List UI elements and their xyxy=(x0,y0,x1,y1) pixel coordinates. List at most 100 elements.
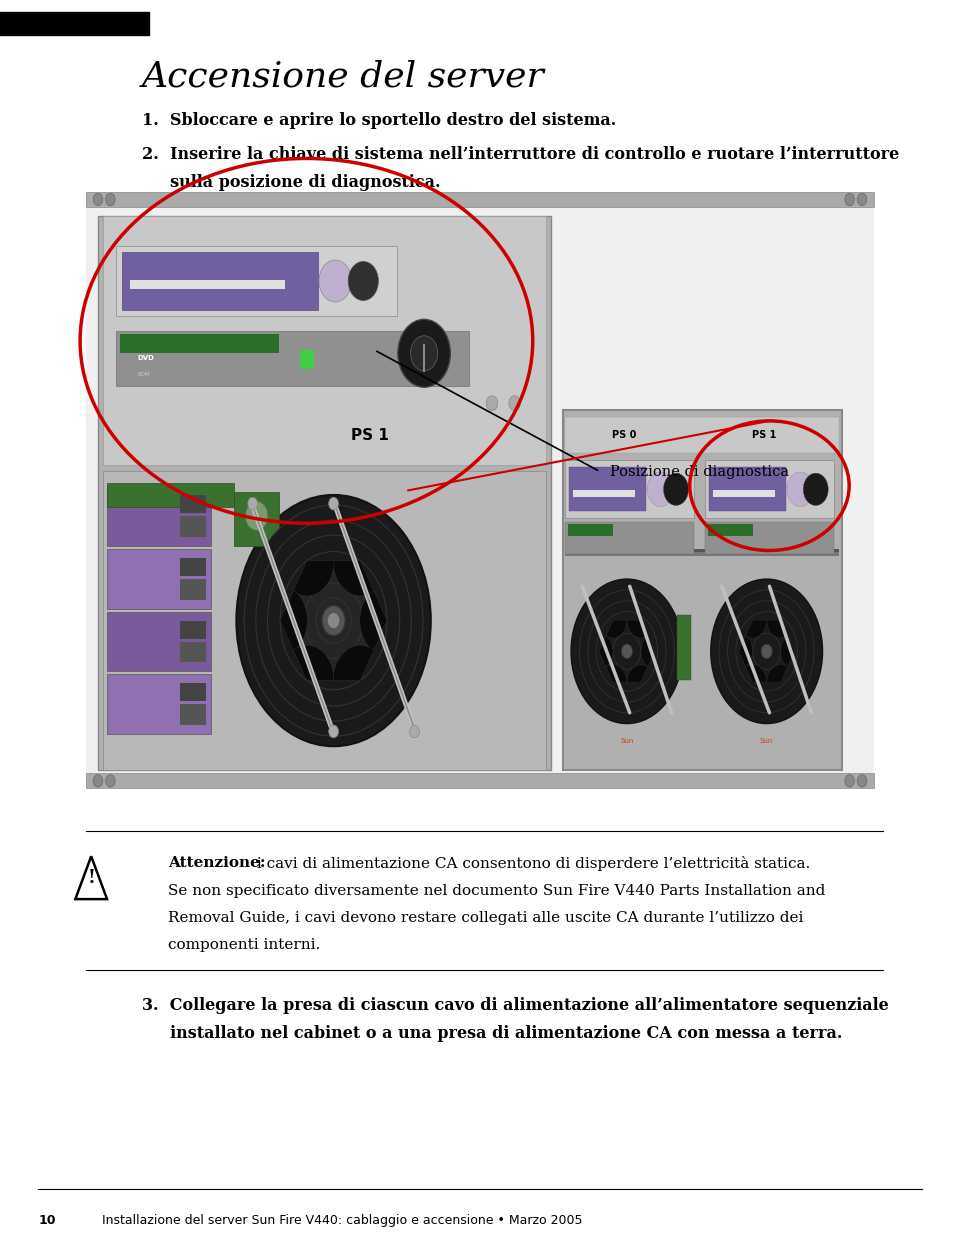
Bar xyxy=(565,549,839,555)
Circle shape xyxy=(280,551,387,690)
Bar xyxy=(706,460,833,517)
Bar xyxy=(708,524,753,536)
Bar xyxy=(180,516,206,537)
Wedge shape xyxy=(606,665,627,683)
Bar xyxy=(569,468,646,511)
Bar xyxy=(677,616,691,680)
Text: Removal Guide, i cavi devono restare collegati alle uscite CA durante l’utilizzo: Removal Guide, i cavi devono restare col… xyxy=(168,911,804,925)
Bar xyxy=(565,552,839,556)
Bar xyxy=(108,486,211,546)
Text: componenti interni.: componenti interni. xyxy=(168,938,321,952)
Bar xyxy=(86,773,874,788)
Bar xyxy=(86,192,874,788)
Circle shape xyxy=(710,580,823,724)
Text: PS 1: PS 1 xyxy=(350,428,389,443)
Bar xyxy=(108,483,234,506)
Text: ROM: ROM xyxy=(137,372,150,377)
Text: 1.  Sbloccare e aprire lo sportello destro del sistema.: 1. Sbloccare e aprire lo sportello destr… xyxy=(142,112,616,129)
Circle shape xyxy=(327,613,340,628)
Bar xyxy=(300,350,314,370)
Circle shape xyxy=(753,633,780,669)
Wedge shape xyxy=(641,635,655,666)
Circle shape xyxy=(304,583,363,658)
Circle shape xyxy=(719,589,814,712)
Bar xyxy=(180,578,206,599)
Circle shape xyxy=(787,472,814,506)
Bar xyxy=(573,490,635,498)
Circle shape xyxy=(509,396,520,411)
Wedge shape xyxy=(746,665,767,683)
Circle shape xyxy=(580,589,675,712)
Bar xyxy=(98,216,551,771)
Circle shape xyxy=(647,472,674,506)
Circle shape xyxy=(744,623,789,680)
Bar xyxy=(0,12,149,35)
Bar xyxy=(108,549,211,608)
Circle shape xyxy=(246,501,268,530)
Wedge shape xyxy=(360,591,387,652)
Circle shape xyxy=(244,505,423,736)
Bar xyxy=(563,410,842,771)
Bar xyxy=(180,495,206,513)
Circle shape xyxy=(487,396,498,411)
Wedge shape xyxy=(780,635,795,666)
Circle shape xyxy=(93,774,103,787)
Circle shape xyxy=(348,262,378,300)
Wedge shape xyxy=(767,665,787,683)
Circle shape xyxy=(293,568,374,674)
Circle shape xyxy=(736,612,798,691)
Text: PS 1: PS 1 xyxy=(752,431,776,441)
Circle shape xyxy=(596,612,658,691)
Text: PS 0: PS 0 xyxy=(612,431,636,441)
Bar xyxy=(180,684,206,701)
Bar xyxy=(565,521,694,555)
Wedge shape xyxy=(293,645,334,680)
Circle shape xyxy=(328,725,339,737)
Circle shape xyxy=(411,336,438,371)
Circle shape xyxy=(410,725,420,737)
Circle shape xyxy=(328,498,339,510)
Text: installato nel cabinet o a una presa di alimentazione CA con messa a terra.: installato nel cabinet o a una presa di … xyxy=(142,1025,843,1042)
Wedge shape xyxy=(627,620,648,638)
Text: sulla posizione di diagnostica.: sulla posizione di diagnostica. xyxy=(142,174,441,191)
Bar xyxy=(180,620,206,639)
Bar xyxy=(713,490,775,498)
Circle shape xyxy=(857,774,867,787)
Text: Installazione del server Sun Fire V440: cablaggio e accensione • Marzo 2005: Installazione del server Sun Fire V440: … xyxy=(86,1214,583,1226)
Circle shape xyxy=(322,606,346,635)
Text: Sun: Sun xyxy=(760,738,774,745)
Circle shape xyxy=(248,498,257,510)
Wedge shape xyxy=(627,665,648,683)
Circle shape xyxy=(728,601,805,702)
Wedge shape xyxy=(767,620,787,638)
Circle shape xyxy=(845,194,854,206)
Bar xyxy=(706,521,833,555)
Text: !: ! xyxy=(87,869,95,887)
Bar xyxy=(234,491,279,546)
Text: 2.  Inserire la chiave di sistema nell’interruttore di controllo e ruotare l’int: 2. Inserire la chiave di sistema nell’in… xyxy=(142,146,900,164)
Text: Sun: Sun xyxy=(620,738,634,745)
Bar xyxy=(116,331,469,386)
Bar xyxy=(565,460,694,517)
Circle shape xyxy=(268,535,399,706)
Wedge shape xyxy=(738,635,753,666)
Bar xyxy=(108,674,211,735)
Circle shape xyxy=(571,580,683,724)
Bar xyxy=(565,417,839,453)
Wedge shape xyxy=(599,635,612,666)
Bar xyxy=(86,192,874,207)
Circle shape xyxy=(663,473,688,505)
Circle shape xyxy=(316,598,351,643)
Text: Attenzione:: Attenzione: xyxy=(168,856,266,870)
Circle shape xyxy=(804,473,828,505)
Circle shape xyxy=(106,774,115,787)
Text: Accensione del server: Accensione del server xyxy=(142,60,545,93)
Wedge shape xyxy=(606,620,627,638)
Circle shape xyxy=(588,601,666,702)
Circle shape xyxy=(612,633,641,669)
Bar xyxy=(180,557,206,576)
Wedge shape xyxy=(333,561,373,596)
Wedge shape xyxy=(333,645,373,680)
Circle shape xyxy=(761,644,772,659)
Text: Se non specificato diversamente nel documento Sun Fire V440 Parts Installation a: Se non specificato diversamente nel docu… xyxy=(168,884,826,897)
